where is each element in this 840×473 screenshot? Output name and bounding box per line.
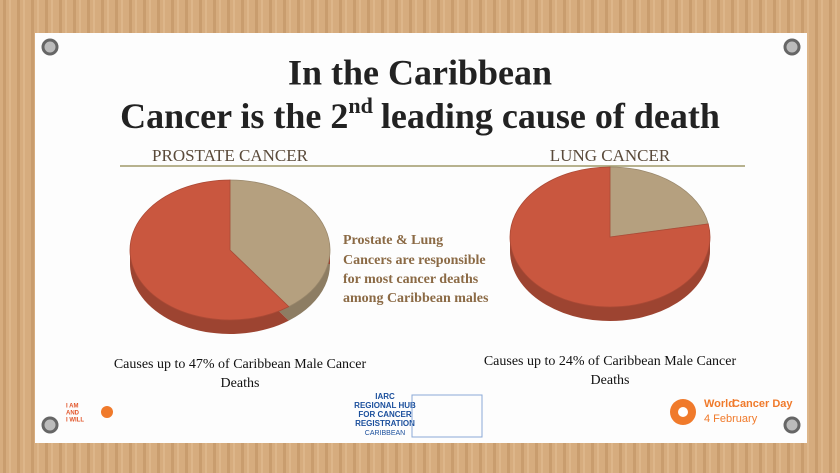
title-end: leading cause of death — [381, 96, 720, 136]
caption: Deaths — [591, 373, 630, 388]
logo-text: IARC — [375, 392, 395, 401]
pie-slice — [509, 166, 711, 308]
screws — [41, 38, 801, 434]
logo-text: REGISTRATION — [355, 419, 415, 428]
pie-slice — [229, 179, 331, 308]
logo-text: I AM — [66, 404, 78, 410]
title-sup: nd — [348, 93, 372, 118]
logo-text: 4 February — [704, 413, 758, 425]
iarc-logo: IARC REGIONAL HUB FOR CANCER REGISTRATIO… — [354, 392, 483, 438]
logo-text: FOR CANCER — [358, 410, 412, 419]
title-main: Cancer is the 2 — [120, 96, 348, 136]
middle-line: among Caribbean males — [343, 291, 489, 306]
caption: Causes up to 24% of Caribbean Male Cance… — [484, 354, 737, 369]
title-line2: Cancer is the 2nd leading cause of death — [120, 93, 720, 136]
logo-text: I WILL — [66, 418, 84, 424]
middle-line: Prostate & Lung — [343, 233, 443, 248]
wcd-logo: World Cancer Day 4 February — [670, 398, 793, 425]
middle-line: for most cancer deaths — [343, 272, 479, 287]
chart-title: PROSTATE CANCER — [152, 146, 309, 165]
logo-text: CARIBBEAN — [365, 430, 405, 437]
title-line1: In the Caribbean — [288, 52, 552, 92]
wcd-icon-inner — [678, 407, 688, 417]
logo-text: AND — [66, 411, 80, 417]
chart-title: LUNG CANCER — [550, 146, 671, 165]
middle-line: Cancers are responsible — [343, 253, 486, 268]
middle-text: Prostate & Lung Cancers are responsible … — [343, 233, 489, 306]
logo-box — [411, 394, 483, 438]
logo-text: Cancer Day — [732, 398, 793, 410]
left-icon — [101, 406, 113, 418]
left-logo: I AM AND I WILL — [66, 404, 113, 424]
logo-text: World — [704, 398, 735, 410]
caption: Deaths — [221, 376, 260, 391]
logo-text: REGIONAL HUB — [354, 401, 416, 410]
caption: Causes up to 47% of Caribbean Male Cance… — [114, 357, 367, 372]
pie-slice — [609, 166, 709, 238]
pie-slice — [129, 179, 290, 321]
